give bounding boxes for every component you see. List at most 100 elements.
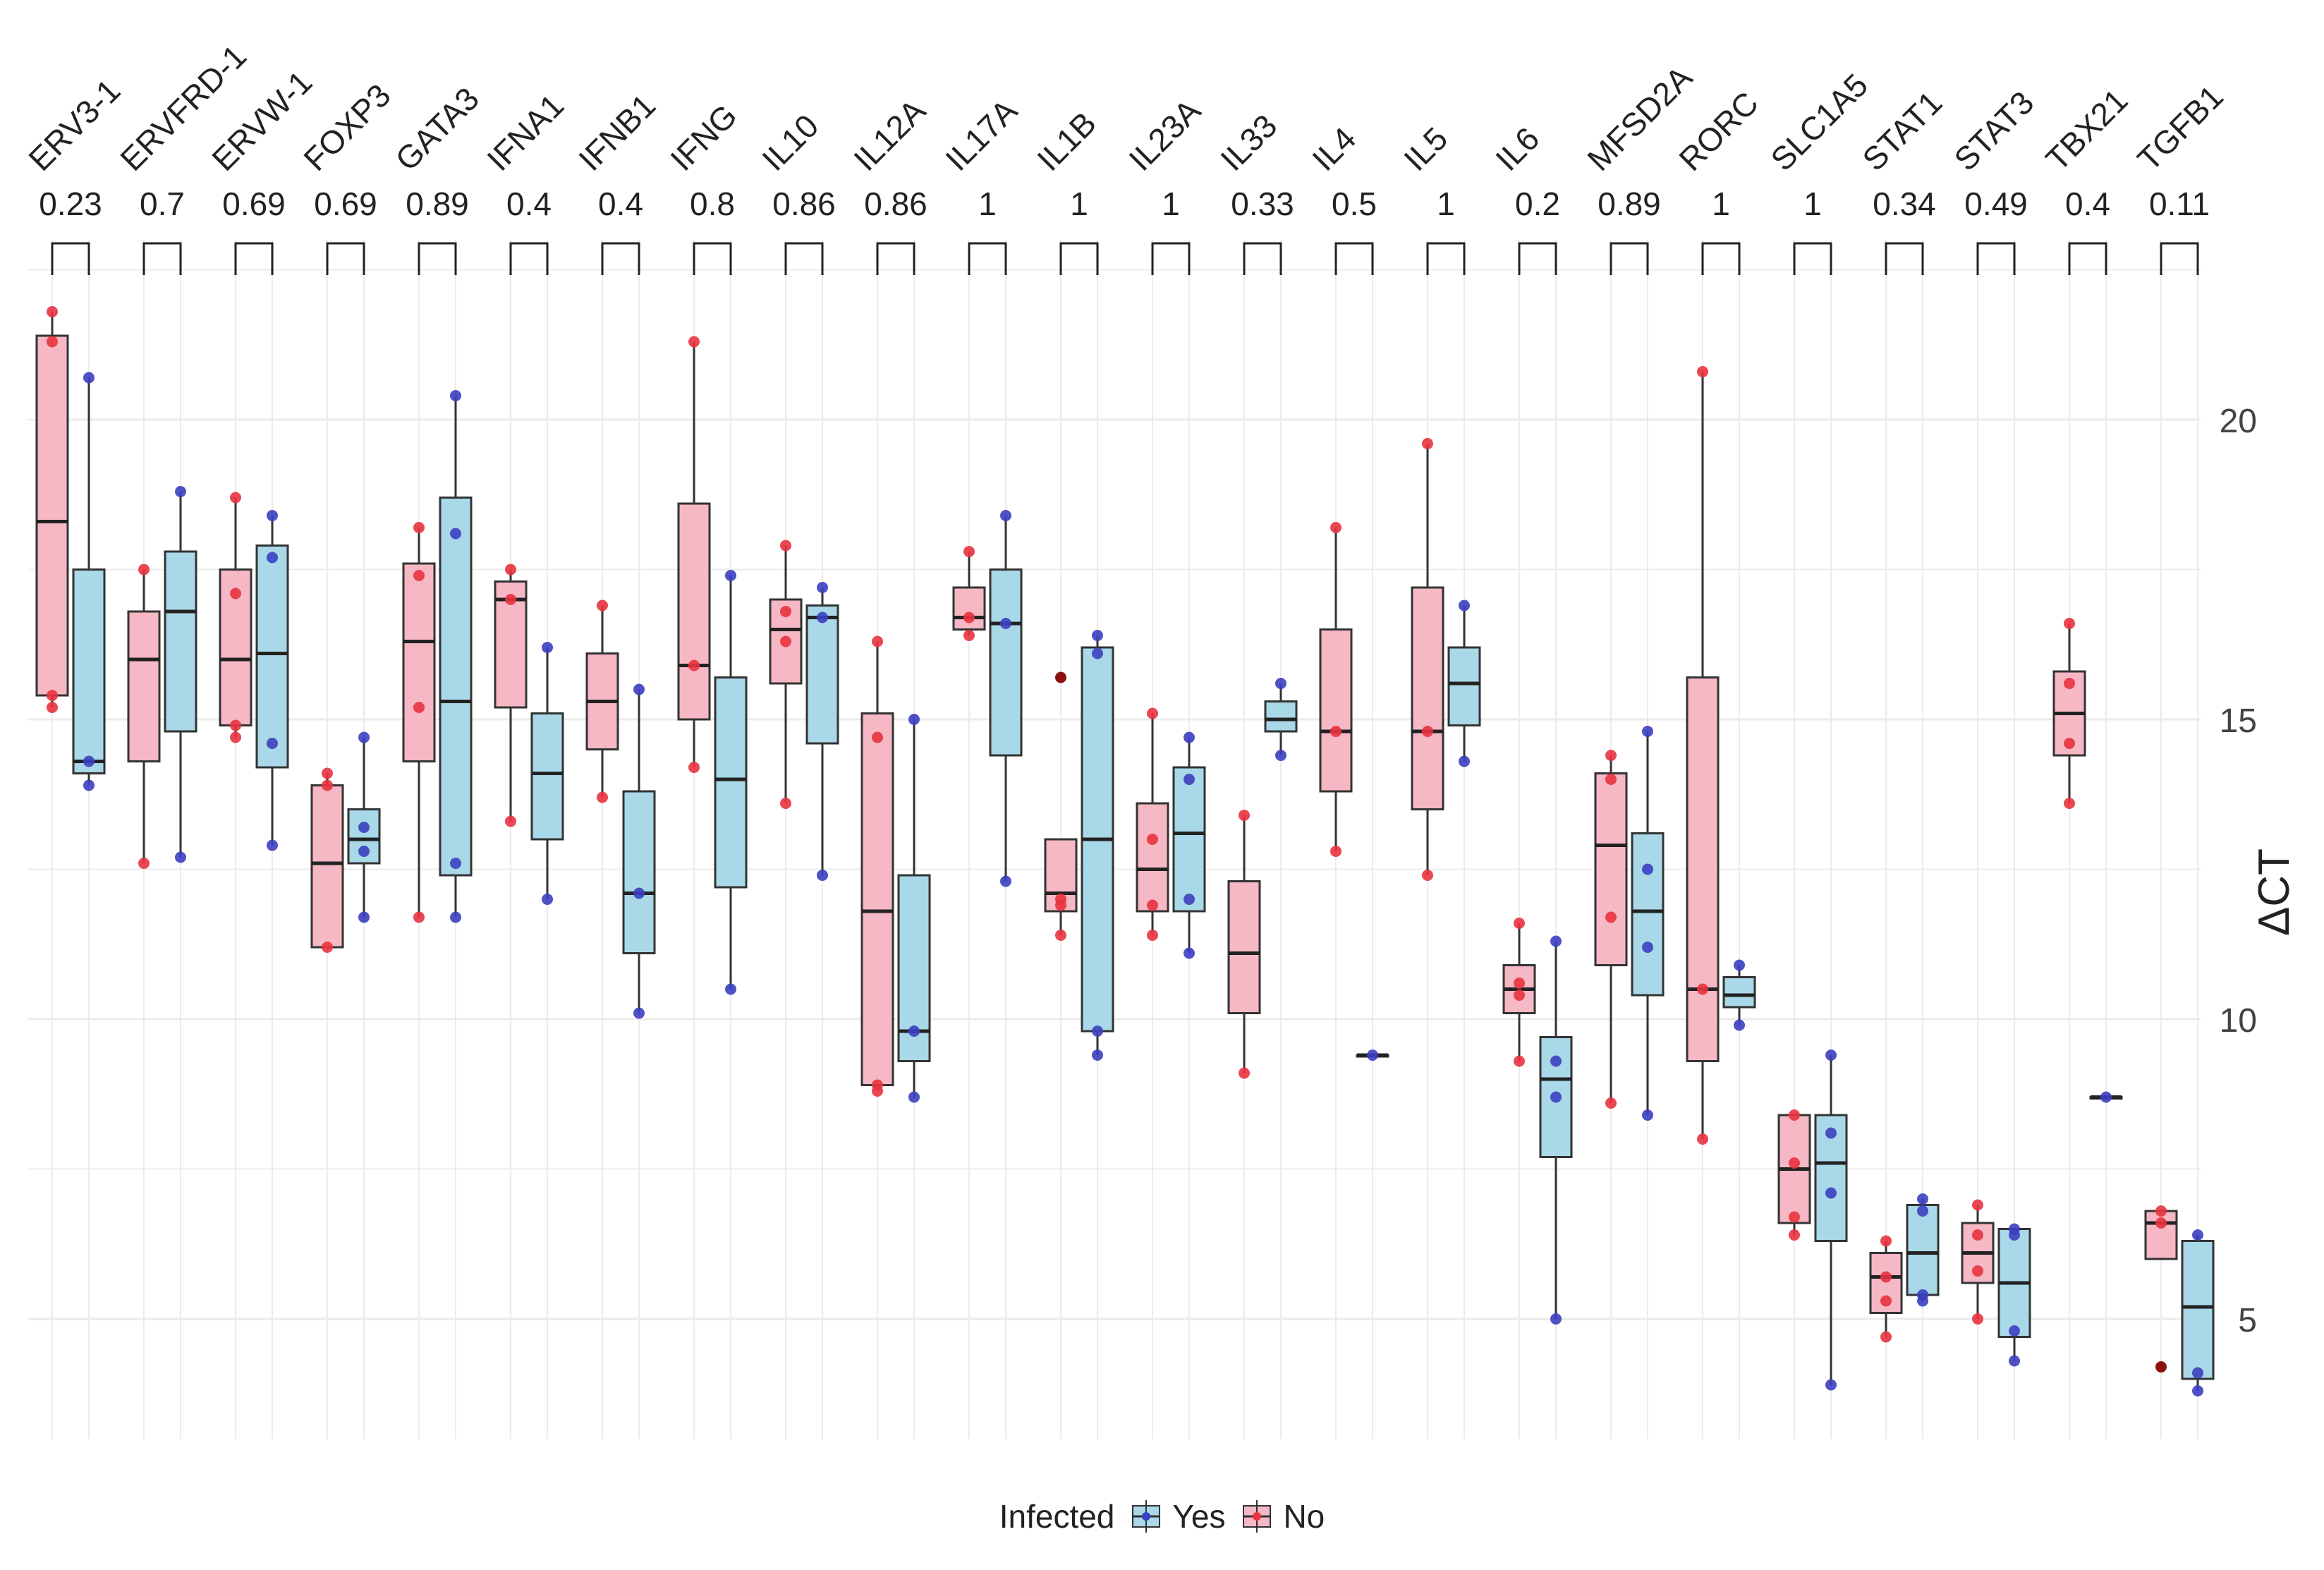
data-point bbox=[47, 306, 58, 317]
p-value-bracket bbox=[1793, 242, 1832, 275]
p-value-label: 1 bbox=[1070, 185, 1088, 222]
data-point bbox=[817, 611, 828, 623]
box-iqr bbox=[714, 676, 748, 889]
box-no-stat3 bbox=[1961, 1199, 1995, 1325]
outlier-point bbox=[1055, 671, 1066, 683]
data-point bbox=[1514, 918, 1525, 929]
box-yes-il10 bbox=[805, 582, 839, 881]
p-value-bracket bbox=[1151, 242, 1191, 275]
data-point bbox=[908, 1026, 920, 1037]
data-point bbox=[1514, 990, 1525, 1001]
data-point bbox=[230, 492, 241, 504]
gene-label: GATA3 bbox=[388, 80, 486, 178]
box-yes-il23a bbox=[1172, 731, 1206, 959]
box-iqr bbox=[439, 497, 473, 877]
p-value-bracket bbox=[51, 242, 90, 275]
y-axis-label: ΔCT bbox=[2250, 848, 2299, 936]
p-value-bracket bbox=[2160, 242, 2199, 275]
data-point bbox=[2064, 798, 2075, 809]
data-point bbox=[1459, 600, 1470, 611]
data-point bbox=[1422, 438, 1433, 449]
p-value-bracket bbox=[968, 242, 1007, 275]
gene-label: TBX21 bbox=[2038, 82, 2134, 178]
data-point bbox=[2155, 1217, 2167, 1229]
data-point bbox=[780, 540, 791, 552]
data-point bbox=[1459, 755, 1470, 767]
data-point bbox=[688, 762, 700, 773]
y-tick-label: 5 bbox=[2238, 1302, 2257, 1339]
p-value-bracket bbox=[1701, 242, 1741, 275]
data-point bbox=[138, 858, 150, 869]
data-point bbox=[1880, 1235, 1892, 1247]
p-value-bracket bbox=[418, 242, 457, 275]
data-point bbox=[780, 798, 791, 809]
data-point bbox=[47, 702, 58, 713]
box-yes-stat3 bbox=[1997, 1223, 2031, 1367]
data-point bbox=[688, 659, 700, 671]
p-value-label: 0.33 bbox=[1231, 185, 1294, 222]
box-iqr bbox=[2181, 1240, 2215, 1380]
box-iqr bbox=[1722, 976, 1756, 1009]
gene-label: STAT3 bbox=[1947, 84, 2040, 178]
box-no-tbx21 bbox=[2052, 618, 2086, 809]
data-point bbox=[1147, 707, 1158, 719]
data-point bbox=[47, 336, 58, 348]
data-point bbox=[1880, 1331, 1892, 1343]
box-no-il4 bbox=[1319, 522, 1353, 857]
p-value-bracket bbox=[1976, 242, 2016, 275]
data-point bbox=[267, 510, 278, 521]
box-yes-mfsd2a bbox=[1631, 726, 1665, 1121]
data-point bbox=[1697, 366, 1708, 377]
legend-key-yes bbox=[1132, 1500, 1161, 1533]
box-no-il6 bbox=[1502, 918, 1536, 1067]
box-no-rorc bbox=[1686, 366, 1720, 1145]
box-no-il1b bbox=[1044, 671, 1078, 941]
box-iqr bbox=[622, 790, 656, 954]
data-point bbox=[358, 822, 370, 833]
p-value-label: 0.86 bbox=[864, 185, 927, 222]
box-plot-area bbox=[35, 306, 2215, 1396]
box-yes-erv3-1 bbox=[72, 372, 106, 791]
data-point bbox=[413, 911, 425, 923]
p-value-bracket bbox=[1610, 242, 1649, 275]
p-value-bracket bbox=[601, 242, 640, 275]
p-value-bracket bbox=[876, 242, 915, 275]
data-point bbox=[1422, 870, 1433, 881]
data-point bbox=[230, 719, 241, 731]
box-iqr bbox=[989, 568, 1023, 757]
box-iqr bbox=[1411, 586, 1444, 810]
p-value-label: 1 bbox=[1803, 185, 1822, 222]
p-value-bracket bbox=[1243, 242, 1282, 275]
p-value-bracket bbox=[1885, 242, 1924, 275]
data-point bbox=[1642, 1109, 1653, 1121]
box-no-il12a bbox=[860, 635, 894, 1097]
p-value-label: 1 bbox=[1437, 185, 1455, 222]
y-tick-label: 15 bbox=[2220, 702, 2257, 740]
data-point bbox=[138, 564, 150, 576]
data-point bbox=[1330, 522, 1342, 533]
box-yes-slc1a5 bbox=[1814, 1049, 1848, 1391]
data-point bbox=[1697, 1133, 1708, 1145]
box-no-il17a bbox=[952, 546, 986, 641]
data-point bbox=[2192, 1367, 2203, 1379]
data-point bbox=[1642, 942, 1653, 953]
box-iqr bbox=[127, 610, 161, 762]
outlier-point bbox=[2155, 1361, 2167, 1373]
data-point bbox=[1422, 726, 1433, 737]
box-yes-il12a bbox=[897, 714, 931, 1103]
box-iqr bbox=[310, 784, 344, 949]
data-point bbox=[1605, 750, 1617, 761]
data-point bbox=[1880, 1271, 1892, 1283]
box-no-il33 bbox=[1227, 810, 1261, 1079]
data-point bbox=[1275, 678, 1286, 689]
data-point bbox=[47, 690, 58, 701]
data-point bbox=[358, 911, 370, 923]
p-value-label: 0.11 bbox=[2149, 185, 2210, 222]
data-point bbox=[1789, 1211, 1800, 1223]
p-value-bracket bbox=[1334, 242, 1374, 275]
data-point bbox=[413, 522, 425, 533]
p-value-label: 0.4 bbox=[2065, 185, 2110, 222]
data-point bbox=[413, 702, 425, 713]
data-point bbox=[1330, 726, 1342, 737]
data-point bbox=[1000, 875, 1011, 887]
